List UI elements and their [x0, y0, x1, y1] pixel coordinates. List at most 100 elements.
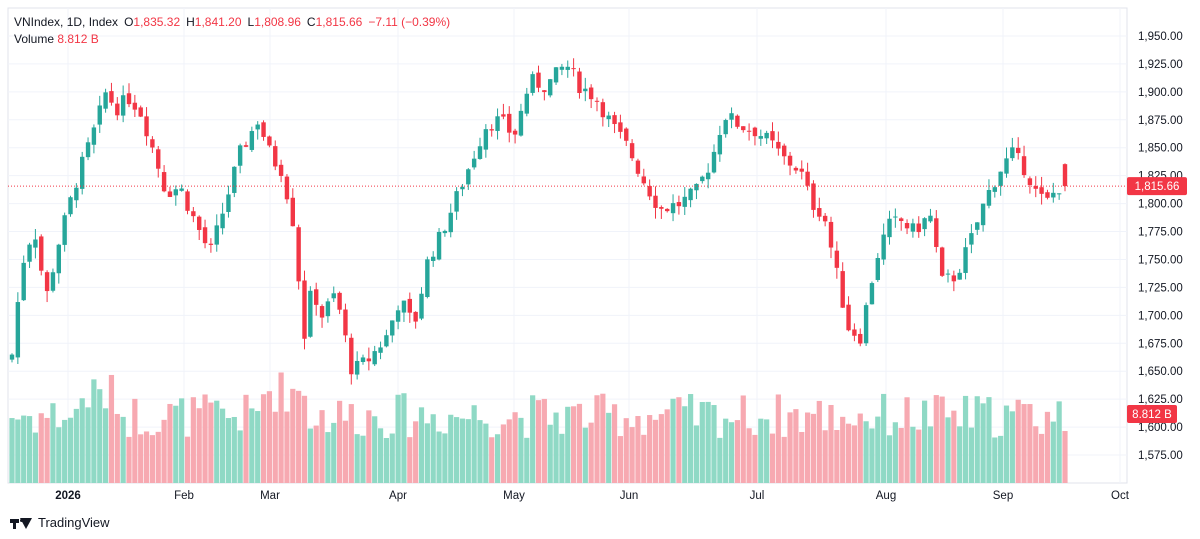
volume-bar [746, 428, 752, 483]
candle-body [460, 186, 465, 190]
volume-bar [962, 395, 969, 483]
candle-body [670, 203, 676, 214]
candle-body [980, 203, 986, 226]
volume-bar [705, 401, 711, 483]
volume-bar [752, 434, 758, 483]
candle-body [629, 143, 635, 159]
candle-body [109, 91, 114, 103]
candle-body [612, 115, 617, 125]
volume-bar [974, 396, 980, 483]
candle-body [144, 116, 149, 137]
volume-bar [85, 407, 91, 483]
candle-body [354, 360, 360, 375]
candle-body [717, 134, 723, 155]
candle-body [910, 223, 916, 232]
candle-body [904, 223, 910, 229]
price-tick-label: 1,950.00 [1138, 31, 1183, 43]
candle-body [764, 132, 769, 139]
candle-body [939, 247, 945, 276]
candle-body [273, 146, 278, 167]
volume-bar [898, 427, 904, 483]
volume-bar [155, 431, 161, 483]
candle-body [173, 189, 178, 196]
candle-body [887, 218, 892, 238]
candle-body [366, 358, 372, 362]
volume-bar [764, 419, 770, 483]
volume-bar [576, 403, 583, 483]
volume-bar [424, 423, 430, 483]
candle-body [425, 259, 430, 298]
candle-body [741, 126, 746, 131]
candle-body [594, 100, 600, 102]
volume-bar [611, 404, 618, 483]
candle-body [150, 139, 155, 148]
candle-body [782, 145, 787, 157]
candle-body [682, 196, 687, 207]
volume-bar [647, 415, 653, 483]
volume-bar [629, 427, 635, 483]
volume-bar [190, 397, 196, 483]
volume-bar [26, 416, 33, 483]
candle-body [243, 145, 249, 147]
volume-bar [524, 437, 530, 483]
volume-bar [904, 397, 910, 483]
candle-body [138, 107, 143, 117]
candle-body [881, 234, 886, 260]
candle-body [360, 357, 366, 363]
candle-body [1021, 156, 1027, 176]
volume-bar [161, 419, 167, 483]
candle-body [214, 225, 219, 245]
volume-bar [676, 397, 682, 483]
volume-bar [565, 406, 571, 483]
candle-body [1045, 192, 1050, 198]
candle-body [799, 168, 804, 172]
candle-body [372, 351, 377, 365]
candle-body [167, 191, 173, 197]
volume-bar [886, 435, 893, 483]
candle-body [33, 239, 38, 248]
candle-body [401, 300, 407, 313]
candle-body [694, 183, 699, 191]
volume-bar [606, 412, 612, 483]
candle-body [442, 230, 448, 234]
volume-bar [50, 403, 56, 483]
candle-body [237, 145, 243, 166]
candle-body [916, 223, 921, 233]
volume-bar [1044, 411, 1051, 483]
last-volume-badge [1127, 405, 1177, 423]
volume-bar [208, 402, 214, 483]
volume-bar [1009, 411, 1015, 483]
candle-body [191, 211, 196, 217]
volume-bar [21, 415, 27, 483]
volume-bar [418, 407, 425, 483]
candle-body [893, 216, 898, 218]
volume-bar [260, 394, 267, 483]
last-price-badge [1127, 177, 1187, 196]
candle-body [752, 127, 758, 137]
volume-bar [845, 423, 852, 483]
volume-bar [477, 420, 483, 483]
price-tick-label: 1,750.00 [1138, 254, 1183, 266]
volume-bar [266, 391, 272, 483]
volume-bar [143, 431, 150, 483]
time-tick-label: May [503, 490, 525, 502]
candle-body [126, 93, 132, 105]
candle-body [512, 130, 518, 135]
volume-bar [939, 396, 945, 483]
candle-body [992, 187, 997, 192]
tradingview-footer[interactable]: TradingView [10, 515, 110, 530]
candle-body [659, 207, 664, 209]
volume-bar [91, 379, 97, 483]
volume-bar [781, 436, 787, 483]
candle-body [805, 171, 810, 186]
volume-bar [793, 409, 799, 483]
candle-body [314, 289, 319, 305]
tradingview-logo-icon [10, 516, 32, 530]
candle-body [606, 115, 611, 120]
volume-bar [337, 400, 343, 483]
candle-body [875, 258, 880, 280]
candle-body [945, 273, 951, 275]
candle-body [711, 151, 717, 173]
volume-bar [389, 433, 395, 483]
